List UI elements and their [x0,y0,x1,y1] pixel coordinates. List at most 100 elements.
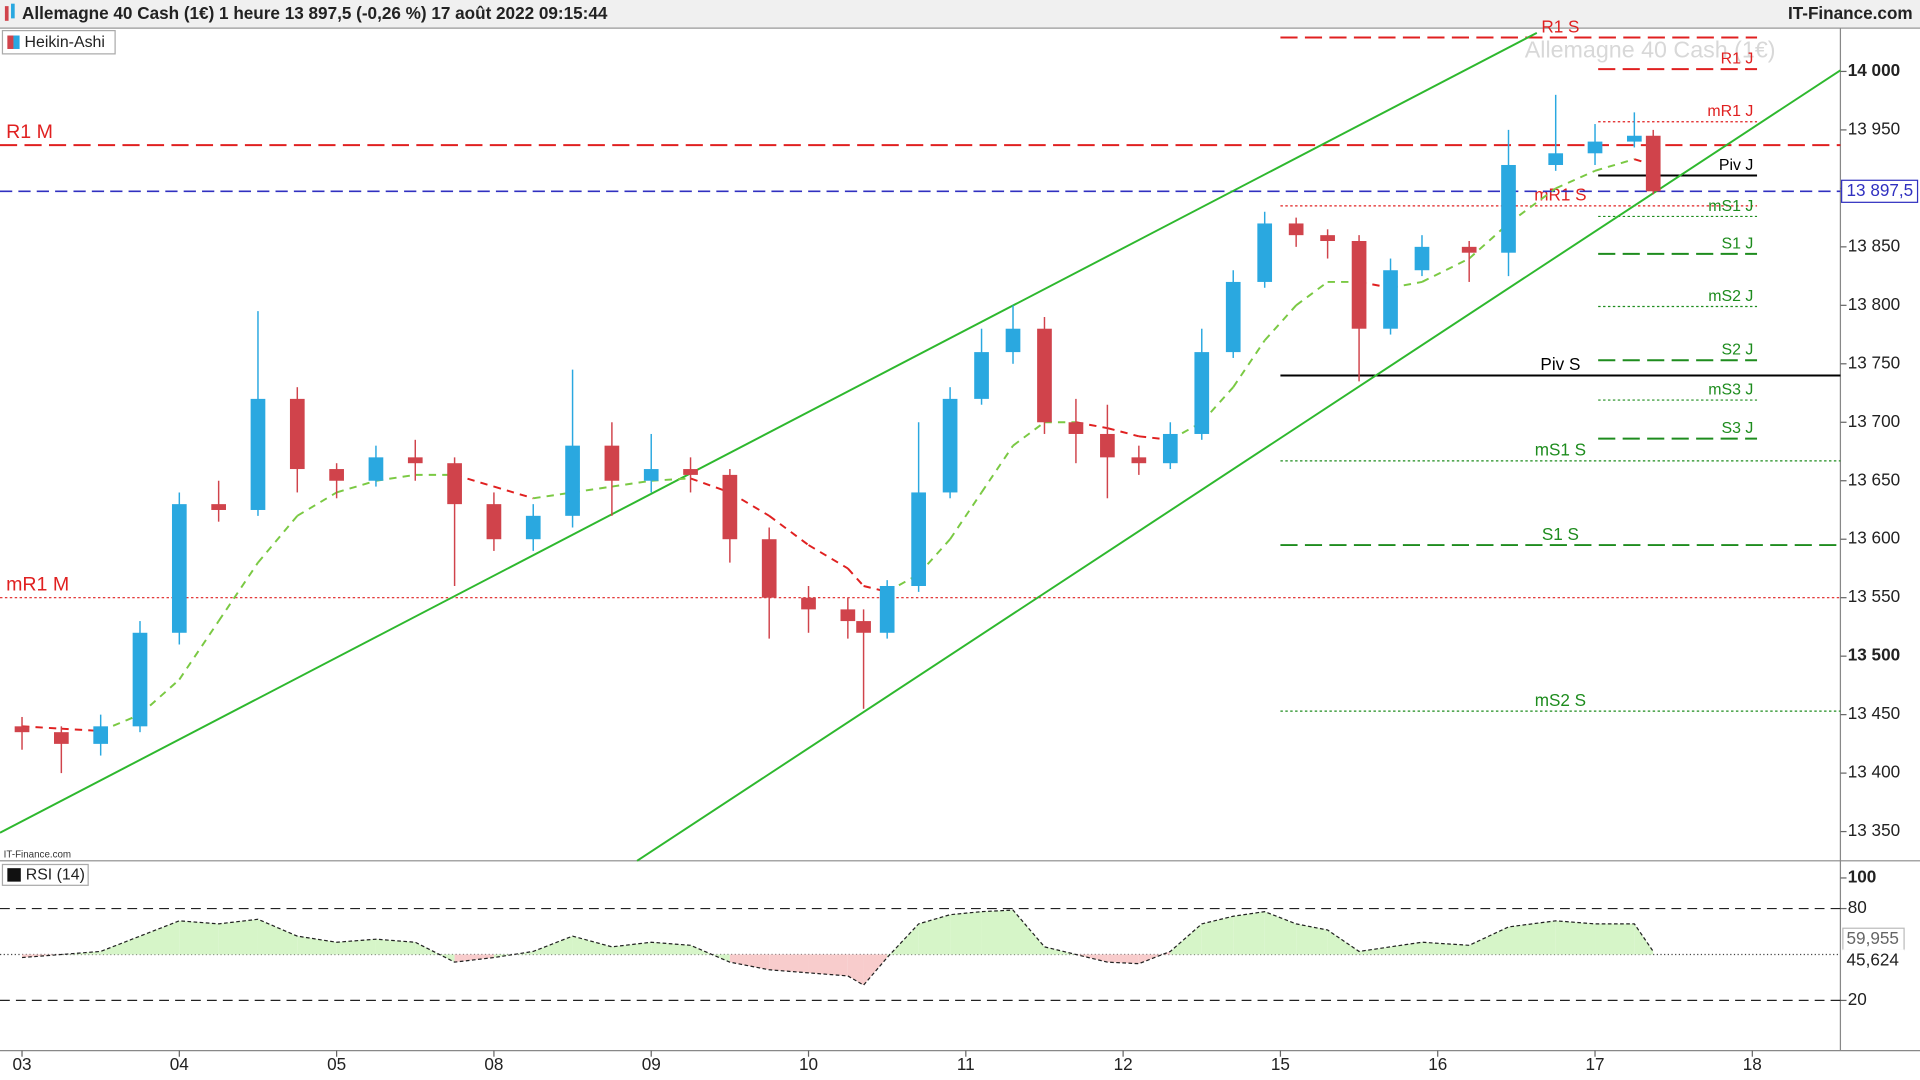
y-tick-label: 13 850 [1848,235,1900,255]
candle-body [1645,135,1661,192]
candle-body [722,474,738,540]
moving-average [257,515,299,564]
level-label: mR1 S [1534,185,1586,205]
rsi-tick-label: 100 [1848,866,1877,886]
candle-body [1257,223,1273,282]
candle-body [974,352,989,399]
rsi-fill [950,911,982,955]
candle-body [1320,235,1335,242]
x-tick-label: 17 [1585,1054,1604,1074]
candle-body [447,463,462,505]
y-tick-label: 13 950 [1848,118,1900,138]
rsi-fill [218,919,258,955]
x-tick-label: 09 [642,1054,661,1074]
rsi-fill [1421,942,1470,955]
x-tick-label: 12 [1114,1054,1133,1074]
x-tick-label: 05 [327,1054,346,1074]
rsi-fill [454,954,494,963]
candle-body [1005,328,1021,353]
candle-body [856,621,871,633]
rsi-fill [981,910,1014,955]
x-tick-label: 15 [1271,1054,1290,1074]
candle-body [1225,281,1241,353]
rsi-value-label: 59,955 [1847,928,1899,948]
x-tick-label: 03 [12,1054,31,1074]
moving-average [1107,427,1140,438]
candle-body [879,585,895,633]
level-label: mS2 S [1535,690,1586,710]
y-tick-label: 13 450 [1848,703,1900,723]
rsi-fill [1390,942,1422,955]
candle-body [1131,457,1147,464]
candle-body [1288,223,1304,236]
candle-body [407,457,423,464]
last-price-box [1841,179,1919,203]
legend-icon [13,35,20,49]
rsi-fill [336,939,376,955]
rsi-fill [257,919,298,955]
y-tick-label: 13 700 [1848,411,1900,431]
candle-body [911,492,926,586]
candle-body [1626,135,1642,142]
moving-average [1138,435,1171,441]
candle-body [486,504,502,540]
candle-body [1414,246,1430,271]
candle-body [604,445,620,481]
rsi-fill [847,954,864,986]
rsi-tick-label: 20 [1848,989,1867,1009]
rsi-fill [1508,920,1556,955]
y-tick-label: 13 600 [1848,528,1900,548]
x-tick-label: 08 [484,1054,503,1074]
level-label: mR1 M [6,574,69,596]
chart-title: Allemagne 40 Cash (1€) 1 heure 13 897,5 … [22,3,608,23]
rsi-fill [179,920,219,955]
rsi-fill [139,920,180,955]
level-label: S2 J [1722,342,1754,359]
rsi-fill [100,936,140,955]
candle-body [1587,141,1603,154]
candle-body [329,469,344,481]
candle-body [1037,328,1052,423]
candle-body [840,609,856,622]
level-label: mS3 J [1708,381,1753,398]
candle-body [942,398,958,493]
rsi-fill [808,954,848,976]
logo-icon [4,6,9,21]
rsi-value-box [1842,949,1905,973]
rsi-fill [297,936,337,955]
header-bar [0,0,1920,29]
candle-body [761,539,777,598]
moving-average [611,479,652,488]
moving-average [217,562,259,622]
x-tick-label: 16 [1428,1054,1447,1074]
candle-body [1548,153,1564,165]
candle-body [289,398,305,470]
rsi-fill [22,954,62,958]
level-label: mS1 J [1708,198,1753,215]
rsi-fill [1327,930,1360,955]
candle-body [368,457,384,481]
trendline [636,69,1841,862]
x-tick-label: 04 [170,1054,190,1074]
rsi-fill [1634,923,1654,955]
level-label: mR1 J [1707,103,1753,120]
level-label: mS2 J [1708,288,1753,305]
level-label: S1 J [1722,235,1754,252]
level-label: R1 S [1541,16,1579,36]
candle-body [801,597,816,610]
rsi-fill [651,942,691,955]
candle-body [93,726,109,744]
rsi-fill [769,954,809,973]
candle-body [683,469,698,475]
y-tick-label: 13 750 [1848,352,1900,372]
level-label: R1 M [6,121,53,143]
rsi-fill [1555,920,1596,955]
rsi-fill [918,914,951,955]
x-tick-label: 18 [1743,1054,1762,1074]
logo-icon [11,3,15,19]
rsi-fill [729,954,770,970]
moving-average [1012,421,1046,447]
legend-box [1,30,116,55]
